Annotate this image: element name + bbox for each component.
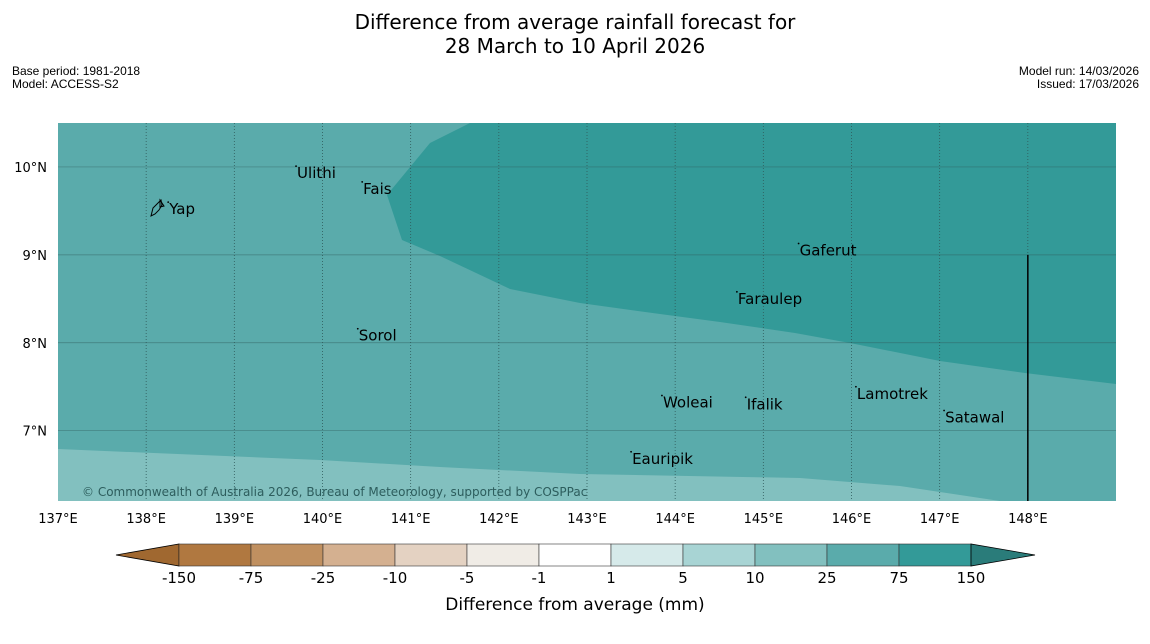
lon-tick-label: 144°E [655, 512, 695, 527]
map-title: Difference from average rainfall forecas… [0, 10, 1150, 58]
lon-tick-label: 140°E [303, 512, 343, 527]
place-label: Lamotrek [857, 385, 928, 403]
meta-left: Base period: 1981-2018 Model: ACCESS-S2 [12, 65, 140, 91]
colorbar-tick-label: -150 [162, 569, 196, 587]
colorbar-segment [178, 543, 252, 567]
colorbar-legend: -150 -75 -25 -10 -5 -1 1 5 10 25 75 150 [115, 543, 1036, 587]
colorbar-segment [538, 543, 612, 567]
colorbar-segment [394, 543, 468, 567]
lon-tick-label: 142°E [479, 512, 519, 527]
model-name: Model: ACCESS-S2 [12, 77, 119, 91]
colorbar-extend-high [970, 543, 1036, 567]
lon-tick-label: 146°E [832, 512, 872, 527]
longitude-axis: 137°E 138°E 139°E 140°E 141°E 142°E 143°E 144°E… [38, 512, 1047, 527]
place-marker [797, 242, 800, 245]
colorbar-segment [682, 543, 756, 567]
place-label: Satawal [945, 408, 1004, 426]
lat-tick-label: 8°N [23, 337, 48, 352]
map-area: Yap Ulithi Fais Gaferut Faraulep Sorol Lamotre… [58, 123, 1116, 501]
colorbar-tick-label: -25 [311, 569, 336, 587]
colorbar-tick-label: 25 [817, 569, 836, 587]
model-run: Model run: 14/03/2026 [1018, 64, 1139, 78]
colorbar-tick-label: 1 [606, 569, 616, 587]
place-marker [356, 327, 359, 330]
colorbar-segment [322, 543, 396, 567]
base-period: Base period: 1981-2018 [12, 64, 141, 78]
place-label: Woleai [663, 394, 713, 412]
place-marker [361, 181, 364, 183]
place-label: Eauripik [632, 450, 693, 468]
lon-tick-label: 139°E [215, 512, 255, 527]
zone-low-rainfall [58, 449, 1000, 501]
colorbar-segment [898, 543, 972, 567]
place-marker [661, 394, 663, 397]
place-marker [744, 396, 747, 399]
latitude-axis: 10°N 9°N 8°N 7°N [14, 161, 47, 440]
colorbar-tick-label: 150 [957, 569, 986, 587]
place-label: Ulithi [297, 164, 336, 182]
colorbar-tick-label: -1 [532, 569, 547, 587]
meta-right: Model run: 14/03/2026 Issued: 17/03/2026 [1019, 65, 1139, 91]
colorbar-tick-label: -5 [460, 569, 475, 587]
place-labels: Yap Ulithi Fais Gaferut Faraulep Sorol Lamotre… [167, 164, 1004, 468]
place-marker [295, 165, 297, 168]
colorbar-tick-label: -75 [239, 569, 264, 587]
lon-tick-label: 137°E [38, 512, 78, 527]
place-label: Fais [363, 180, 392, 198]
yap-island-outline [150, 198, 165, 217]
lat-tick-label: 10°N [14, 161, 47, 176]
title-line-2: 28 March to 10 April 2026 [444, 34, 706, 58]
issued-date: Issued: 17/03/2026 [1036, 77, 1139, 91]
colorbar-extend-low [115, 543, 180, 567]
lon-tick-label: 145°E [744, 512, 784, 527]
colorbar-tick-label: 5 [678, 569, 688, 587]
colorbar-tick-label: 10 [745, 569, 764, 587]
colorbar-segment [250, 543, 324, 567]
colorbar-segment [826, 543, 900, 567]
colorbar-tick-label: -10 [383, 569, 408, 587]
lon-tick-label: 147°E [920, 512, 960, 527]
legend-title: Difference from average (mm) [445, 595, 704, 615]
place-label: Faraulep [738, 290, 802, 308]
place-label: Sorol [359, 327, 397, 345]
title-line-1: Difference from average rainfall forecas… [354, 10, 796, 34]
zone-high-rainfall [387, 123, 1116, 384]
lat-tick-label: 7°N [23, 425, 48, 440]
place-label: Ifalik [747, 395, 783, 413]
colorbar-tick-label: 75 [889, 569, 908, 587]
place-label: Yap [168, 200, 195, 218]
place-marker [630, 450, 632, 453]
copyright-notice: © Commonwealth of Australia 2026, Bureau… [82, 485, 587, 499]
lon-tick-label: 148°E [1008, 512, 1048, 527]
lon-tick-label: 141°E [391, 512, 431, 527]
lon-tick-label: 138°E [126, 512, 166, 527]
place-marker [735, 290, 738, 293]
colorbar-segment [610, 543, 684, 567]
colorbar-segment [754, 543, 828, 567]
colorbar-segment [466, 543, 540, 567]
lat-tick-label: 9°N [23, 249, 48, 264]
place-marker [855, 385, 857, 388]
place-marker [943, 409, 945, 412]
place-label: Gaferut [800, 241, 857, 259]
lon-tick-label: 143°E [567, 512, 607, 527]
place-marker [167, 201, 170, 204]
